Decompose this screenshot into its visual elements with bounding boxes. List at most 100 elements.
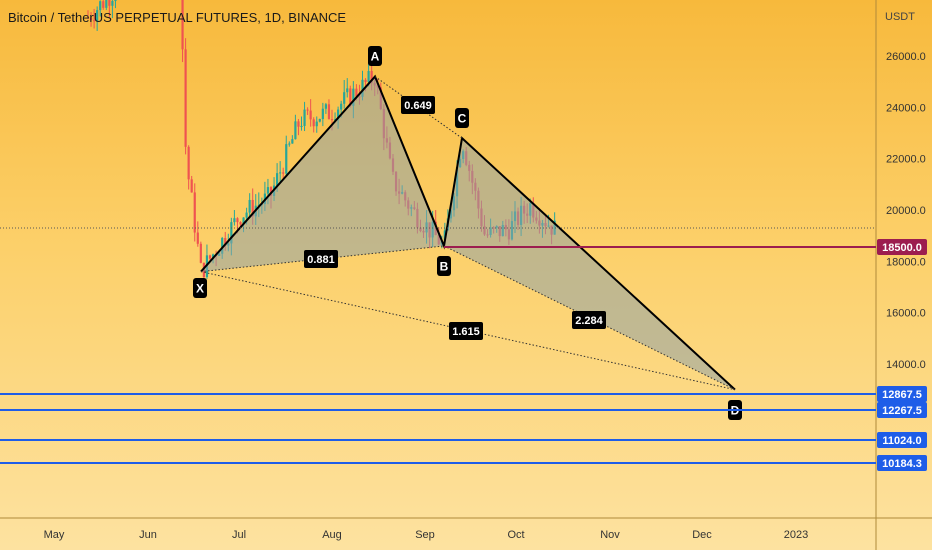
candle-body (291, 139, 294, 144)
candle-body (367, 70, 370, 83)
time-tick-label: Jul (232, 529, 246, 541)
price-axis[interactable]: USDT 26000.0 24000.0 22000.0 20000.0 18000.0 1… (885, 11, 926, 371)
pattern-triangle-bcd (444, 138, 735, 390)
level-tag-text: 18500.0 (882, 242, 922, 254)
candle-body (285, 144, 288, 174)
candle-body (190, 179, 193, 193)
level-price-tag[interactable]: 11024.0 (877, 432, 927, 448)
candle-body (300, 125, 303, 127)
price-tick-label: 20000.0 (886, 205, 926, 217)
candle-body (193, 192, 196, 233)
candle-body (330, 119, 334, 121)
candle-body (251, 199, 254, 217)
ratio-label-text: 2.284 (575, 315, 603, 327)
candle-body (297, 121, 300, 127)
ratio-label: 0.649 (401, 96, 435, 114)
level-tag-bg (877, 432, 927, 448)
time-tick-label: Aug (322, 529, 342, 541)
candle-body (111, 1, 114, 6)
level-price-tag[interactable]: 10184.3 (877, 455, 927, 471)
time-tick-label: 2023 (784, 529, 808, 541)
point-label-a: A (368, 46, 382, 66)
level-tag-bg (877, 402, 927, 418)
candle-body (236, 218, 239, 223)
candle-body (364, 79, 367, 83)
candle-body (184, 49, 187, 147)
price-levels: 18500.0 12867.5 12267.5 11024.0 10184.3 (0, 227, 927, 471)
candle-body (224, 238, 227, 246)
candle-body (108, 0, 111, 6)
level-tag-bg (877, 239, 927, 255)
ratio-label: 0.881 (304, 250, 338, 268)
candle-body (337, 109, 340, 120)
time-axis[interactable]: May Jun Jul Aug Sep Oct Nov Dec 2023 (44, 529, 809, 541)
ratio-label-bg (572, 311, 606, 329)
candle-body (86, 17, 90, 19)
level-tag-text: 11024.0 (882, 435, 921, 447)
candle-body (89, 17, 93, 21)
candle-body (333, 119, 337, 121)
candle-body (343, 92, 346, 104)
ratio-label: 2.284 (572, 311, 606, 329)
candle-body (294, 121, 297, 140)
level-price-tag[interactable]: 12867.5 (877, 386, 927, 402)
candle-body (181, 0, 184, 50)
price-tick-label: 14000.0 (886, 359, 926, 371)
candle-body (279, 172, 282, 174)
candle-body (288, 143, 291, 145)
candle-body (230, 222, 233, 244)
candle-body (276, 173, 279, 186)
ratio-label-bg (401, 96, 435, 114)
candle-body (346, 88, 349, 93)
candle-body (99, 1, 102, 11)
point-label-b: B (437, 256, 451, 276)
point-label-text: A (371, 50, 380, 64)
price-axis-unit: USDT (885, 11, 915, 23)
candle-body (114, 0, 117, 2)
level-price-tag[interactable]: 18500.0 (877, 239, 927, 255)
candle-body (340, 103, 343, 110)
candle-body (349, 88, 352, 106)
point-label-bg (437, 256, 451, 276)
level-tag-bg (877, 386, 927, 402)
candle-body (315, 121, 318, 127)
candle-body (269, 187, 273, 196)
candle-body (199, 243, 202, 263)
candle-body (318, 118, 321, 122)
level-price-tag[interactable]: 12267.5 (877, 402, 927, 418)
candle-body (102, 1, 105, 8)
ratio-label-text: 1.615 (452, 326, 480, 338)
candle-body (303, 109, 306, 126)
candle-body (352, 88, 355, 106)
candle-body (239, 222, 242, 225)
candle-body (309, 110, 312, 120)
time-tick-label: May (44, 529, 65, 541)
point-label-bg (455, 108, 469, 128)
ratio-label-text: 0.649 (404, 100, 432, 112)
candle-body (187, 146, 190, 180)
level-tag-text: 12267.5 (882, 405, 922, 417)
candle-body (211, 254, 215, 259)
point-label-x: X (193, 278, 207, 298)
time-tick-label: Sep (415, 529, 435, 541)
candle-body (233, 218, 236, 223)
point-label-text: B (440, 260, 449, 274)
chart-title: Bitcoin / TetherUS PERPETUAL FUTURES, 1D… (8, 10, 347, 25)
level-tag-bg (877, 455, 927, 471)
candle-body (324, 104, 327, 109)
ratio-label-bg (449, 322, 483, 340)
ratio-label-bg (304, 250, 338, 268)
candle-body (248, 199, 251, 213)
candle-body (306, 109, 309, 111)
ratio-label: 1.615 (449, 322, 483, 340)
candle-body (361, 79, 364, 97)
point-label-c: C (455, 108, 469, 128)
time-tick-label: Nov (600, 529, 620, 541)
price-tick-label: 22000.0 (886, 154, 926, 166)
price-tick-label: 26000.0 (886, 51, 926, 63)
candle-body (93, 20, 96, 22)
candle-body (355, 88, 358, 97)
level-tag-text: 12867.5 (882, 389, 922, 401)
